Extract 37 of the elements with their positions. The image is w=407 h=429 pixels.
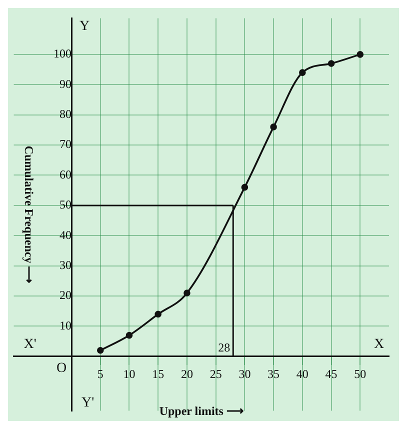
x-axis-title: Upper limits ⟶ — [159, 404, 244, 418]
annotation: Y' — [82, 395, 94, 410]
x-tick-label: 5 — [97, 366, 104, 381]
point — [154, 310, 162, 318]
y-tick-label: 70 — [60, 137, 72, 152]
y-tick-label: 90 — [60, 76, 72, 91]
point — [328, 60, 335, 67]
point — [241, 184, 248, 191]
x-tick-label: 40 — [296, 366, 308, 381]
x-tick-label: 10 — [123, 366, 136, 381]
x-tick-label: 15 — [152, 366, 164, 381]
y-tick-label: 10 — [60, 318, 72, 332]
y-tick-label: 80 — [60, 106, 72, 121]
x-tick-label: 35 — [268, 366, 280, 381]
y-tick-label: 20 — [60, 288, 72, 302]
y-tick-label: 40 — [60, 228, 72, 242]
y-tick-label: 50 — [60, 198, 72, 212]
x-tick-label: 30 — [238, 366, 251, 381]
point — [270, 124, 277, 130]
y-tick-label: 30 — [60, 258, 72, 272]
annotation: Y — [80, 18, 90, 34]
x-tick-label: 50 — [354, 366, 366, 381]
point — [126, 332, 133, 339]
x-tick-label: 45 — [325, 366, 338, 381]
ref-line-label: 28 — [218, 340, 230, 355]
annotation: O — [56, 361, 67, 376]
point — [299, 69, 306, 76]
x-tick-label: 25 — [210, 366, 222, 381]
y-tick-label: 100 — [54, 46, 72, 61]
x-tick-label: 20 — [180, 366, 193, 381]
point — [96, 347, 104, 354]
annotation: X — [374, 337, 384, 352]
point — [184, 290, 190, 296]
annotation: X' — [24, 337, 36, 352]
point — [356, 51, 364, 58]
y-tick-label: 60 — [60, 167, 72, 182]
y-axis-title: Cumulative Frequency ⟶ — [22, 146, 36, 284]
